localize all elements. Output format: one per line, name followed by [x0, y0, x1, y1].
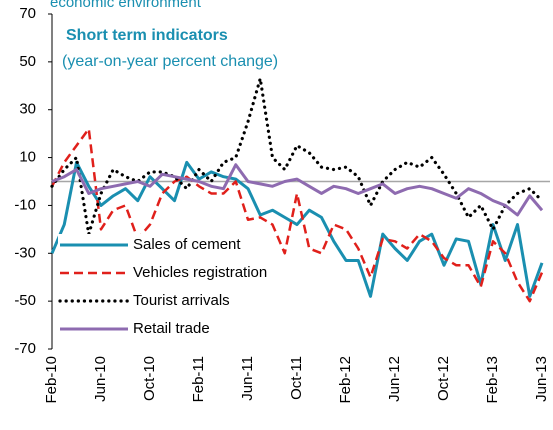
series-line: [50, 77, 544, 236]
x-tick-label: Oct-11: [288, 356, 305, 400]
legend-bg: [58, 290, 248, 312]
x-tick-label: Oct-12: [435, 356, 452, 401]
legend-label: Tourist arrivals: [133, 292, 230, 309]
chart-note: (year-on-year percent change): [62, 53, 278, 70]
x-tick-label: Feb-13: [484, 356, 501, 404]
y-tick-label: -50: [14, 292, 36, 309]
y-tick-label: 70: [19, 5, 36, 22]
series-line: [50, 160, 544, 298]
series-line: [50, 127, 544, 303]
x-tick-label: Jun-10: [92, 356, 109, 402]
x-tick-label: Jun-13: [533, 356, 550, 402]
legend-label: Retail trade: [133, 320, 210, 337]
chart-subtitle: Short term indicators: [66, 27, 228, 44]
x-tick-label: Jun-11: [239, 356, 256, 401]
legend-bg: [58, 262, 248, 284]
x-tick-label: Feb-12: [337, 356, 354, 404]
y-tick-label: 30: [19, 101, 36, 118]
x-tick-label: Oct-10: [141, 356, 158, 401]
legend-label: Vehicles registration: [133, 264, 267, 281]
x-tick-label: Feb-10: [43, 356, 60, 404]
y-tick-label: -10: [14, 196, 36, 213]
chart-title: economic environment: [50, 0, 202, 11]
x-tick-label: Jun-12: [386, 356, 403, 402]
x-tick-label: Feb-11: [190, 356, 207, 402]
series-line: [51, 163, 544, 217]
y-tick-label: -30: [14, 244, 36, 261]
y-tick-label: -70: [14, 340, 36, 357]
y-tick-label: 10: [19, 149, 36, 166]
y-tick-label: 50: [19, 53, 36, 70]
legend-label: Sales of cement: [133, 236, 241, 253]
legend-bg: [58, 234, 248, 256]
legend-bg: [58, 318, 248, 340]
